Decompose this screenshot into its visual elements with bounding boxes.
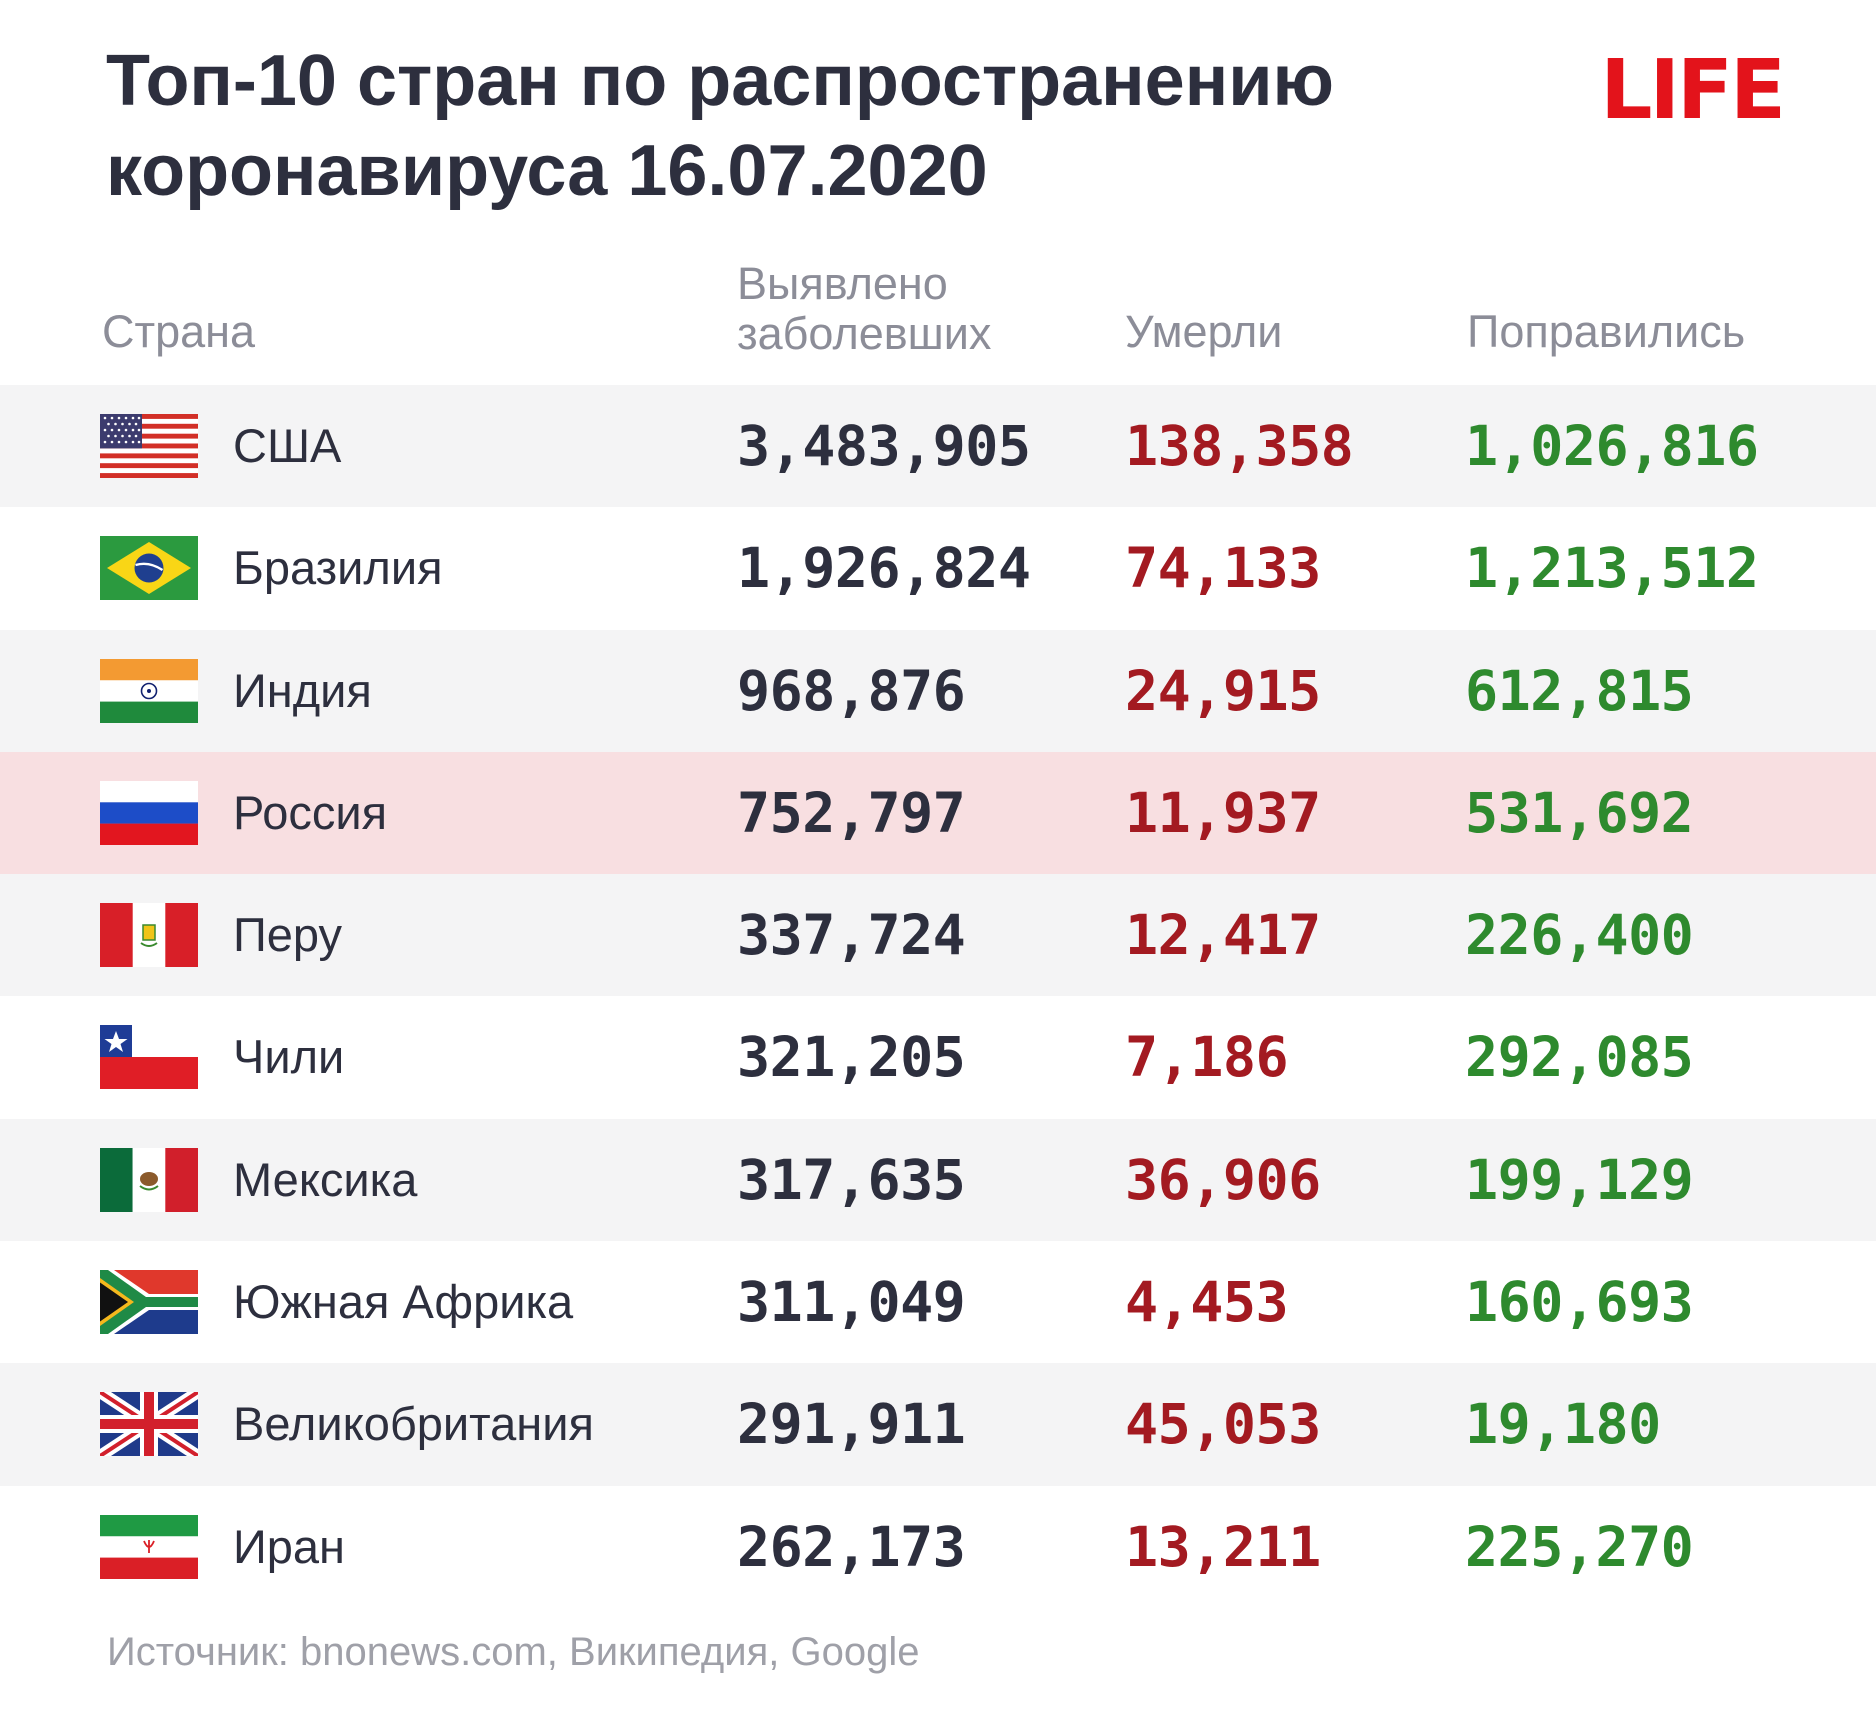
deaths-value: 74,133	[1125, 536, 1321, 601]
cases-value: 752,797	[737, 780, 966, 845]
country-name: Чили	[233, 1030, 345, 1084]
column-header-recovered: Поправились	[1467, 306, 1746, 357]
table-row: Иран 262,173 13,211 225,270	[0, 1486, 1876, 1608]
recovered-value: 292,085	[1465, 1025, 1694, 1090]
country-name: Мексика	[233, 1152, 418, 1206]
iran-flag-icon	[100, 1514, 198, 1579]
cases-value: 1,926,824	[737, 536, 1031, 601]
deaths-value: 12,417	[1125, 903, 1321, 968]
recovered-value: 19,180	[1465, 1392, 1661, 1457]
recovered-value: 612,815	[1465, 658, 1694, 723]
deaths-value: 4,453	[1125, 1270, 1289, 1335]
russia-flag-icon	[100, 780, 198, 845]
table-row: Великобритания 291,911 45,053 19,180	[0, 1363, 1876, 1486]
peru-flag-icon	[100, 903, 198, 968]
country-name: Великобритания	[233, 1397, 594, 1451]
deaths-value: 11,937	[1125, 780, 1321, 845]
cases-value: 321,205	[737, 1025, 966, 1090]
recovered-value: 1,213,512	[1465, 536, 1759, 601]
country-name: Иран	[233, 1519, 346, 1573]
country-name: Индия	[233, 663, 372, 717]
cases-value: 311,049	[737, 1270, 966, 1335]
table-row: Россия 752,797 11,937 531,692	[0, 751, 1876, 875]
country-name: Бразилия	[233, 541, 443, 595]
south-africa-flag-icon	[100, 1270, 198, 1335]
uk-flag-icon	[96, 1387, 202, 1462]
column-header-cases: Выявлено заболевших	[737, 258, 992, 359]
page-title: Топ-10 стран по распространению коронави…	[106, 41, 1334, 211]
brazil-flag-icon	[100, 536, 198, 601]
deaths-value: 138,358	[1125, 414, 1354, 478]
deaths-value: 45,053	[1125, 1392, 1321, 1457]
cases-value: 262,173	[737, 1514, 966, 1579]
recovered-value: 1,026,816	[1465, 414, 1759, 478]
country-name: Южная Африка	[233, 1275, 574, 1329]
us-flag-icon	[100, 414, 198, 478]
life-logo: LIFE	[1600, 43, 1786, 138]
cases-value: 3,483,905	[737, 414, 1031, 478]
cases-value: 337,724	[737, 903, 966, 968]
cases-value: 317,635	[737, 1147, 966, 1212]
column-header-deaths: Умерли	[1125, 306, 1283, 357]
table-row: Бразилия 1,926,824 74,133 1,213,512	[0, 507, 1876, 629]
recovered-value: 226,400	[1465, 903, 1694, 968]
table-row: США 3,483,905 138,358 1,026,816	[0, 385, 1876, 508]
recovered-value: 160,693	[1465, 1270, 1694, 1335]
recovered-value: 225,270	[1465, 1514, 1694, 1579]
table-row: Мексика 317,635 36,906 199,129	[0, 1118, 1876, 1242]
chile-flag-icon	[100, 1025, 198, 1090]
india-flag-icon	[100, 658, 198, 723]
table-row: Чили 321,205 7,186 292,085	[0, 996, 1876, 1118]
recovered-value: 199,129	[1465, 1147, 1694, 1212]
table-row: Южная Африка 311,049 4,453 160,693	[0, 1241, 1876, 1363]
data-table: США 3,483,905 138,358 1,026,816 Бразилия 1,9…	[0, 385, 1876, 1608]
cases-value: 291,911	[737, 1392, 966, 1457]
deaths-value: 36,906	[1125, 1147, 1321, 1212]
deaths-value: 13,211	[1125, 1514, 1321, 1579]
country-name: Россия	[233, 785, 388, 839]
country-name: США	[233, 419, 342, 472]
deaths-value: 24,915	[1125, 658, 1321, 723]
deaths-value: 7,186	[1125, 1025, 1289, 1090]
table-row: Перу 337,724 12,417 226,400	[0, 874, 1876, 997]
recovered-value: 531,692	[1465, 780, 1694, 845]
column-header-country: Страна	[102, 306, 256, 357]
country-name: Перу	[233, 908, 343, 962]
table-row: Индия 968,876 24,915 612,815	[0, 629, 1876, 752]
mexico-flag-icon	[100, 1147, 198, 1212]
source-note: Источник: bnonews.com, Википедия, Google	[107, 1630, 920, 1674]
cases-value: 968,876	[737, 658, 966, 723]
